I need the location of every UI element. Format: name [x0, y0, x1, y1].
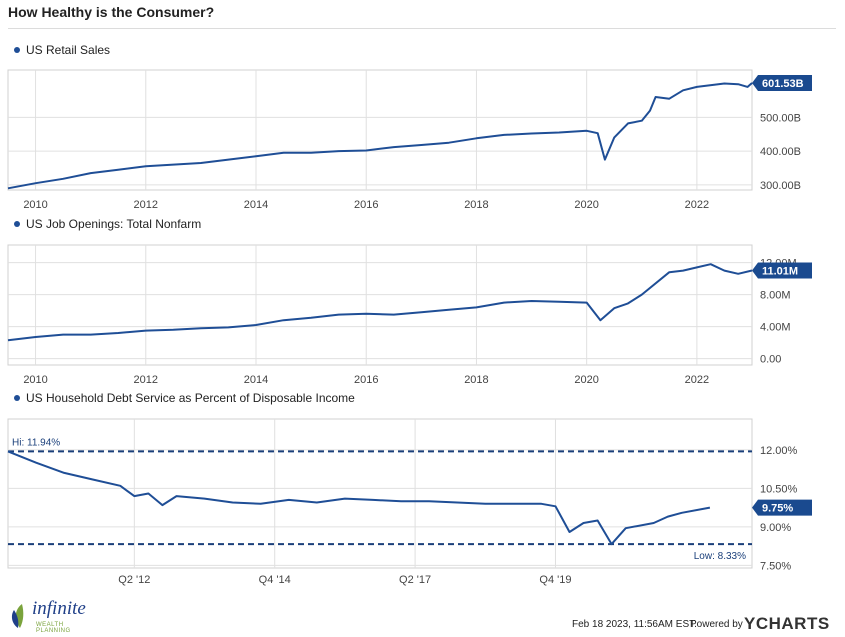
y-tick-label: 400.00B — [760, 146, 801, 158]
x-tick-label: 2014 — [244, 199, 268, 211]
plot-area-border — [7, 418, 753, 569]
x-tick-label: 2010 — [23, 374, 47, 386]
last-value-badge-bg — [752, 499, 812, 516]
logo-subtitle: WEALTH PLANNING — [36, 622, 71, 634]
last-value-label: 11.01M — [762, 266, 798, 278]
legend-dot — [14, 395, 20, 401]
last-value-badge: 601.53B — [752, 75, 812, 92]
infinite-logo[interactable]: infinite WEALTH PLANNING — [8, 598, 98, 634]
legend-job-openings[interactable]: US Job Openings: Total Nonfarm — [14, 217, 201, 231]
legend-dot — [14, 221, 20, 227]
x-tick-label: Q4 '19 — [539, 574, 571, 586]
x-tick-label: 2020 — [574, 374, 598, 386]
x-tick-label: 2016 — [354, 374, 378, 386]
x-tick-label: Q2 '12 — [118, 574, 150, 586]
last-value-label: 9.75% — [762, 503, 793, 515]
powered-by-label: Powered by — [690, 619, 743, 630]
plot-area-border — [7, 244, 753, 366]
series-line — [7, 82, 753, 190]
logo-name: infinite — [32, 598, 86, 619]
x-tick-label: Q2 '17 — [399, 574, 431, 586]
x-tick-label: Q4 '14 — [259, 574, 291, 586]
x-tick-label: 2020 — [574, 199, 598, 211]
legend-debt-service[interactable]: US Household Debt Service as Percent of … — [14, 391, 355, 405]
series-line — [7, 450, 711, 546]
title-divider — [8, 28, 836, 29]
hi-label: Hi: 11.94% — [12, 437, 60, 448]
x-tick-label: 2010 — [23, 199, 47, 211]
last-value-badge-bg — [752, 262, 812, 279]
x-tick-label: 2018 — [464, 374, 488, 386]
leaf-icon — [11, 604, 24, 628]
x-tick-label: 2014 — [244, 374, 268, 386]
series-line — [7, 263, 753, 342]
last-value-label: 601.53B — [762, 78, 804, 90]
x-tick-label: 2022 — [685, 374, 709, 386]
x-tick-label: 2012 — [134, 374, 158, 386]
low-label: Low: 8.33% — [694, 551, 746, 562]
footer-timestamp: Feb 18 2023, 11:56AM EST. — [572, 619, 697, 630]
y-tick-label: 500.00B — [760, 112, 801, 124]
ycharts-brand[interactable]: YCHARTS — [744, 614, 830, 633]
legend-dot — [14, 47, 20, 53]
x-tick-label: 2012 — [134, 199, 158, 211]
legend-retail-sales[interactable]: US Retail Sales — [14, 43, 110, 57]
x-tick-label: 2018 — [464, 199, 488, 211]
legend-label: US Household Debt Service as Percent of … — [26, 391, 355, 405]
x-tick-label: 2016 — [354, 199, 378, 211]
y-tick-label: 12.00% — [760, 445, 798, 457]
page-title: How Healthy is the Consumer? — [8, 4, 215, 20]
last-value-badge: 11.01M — [752, 262, 812, 279]
y-tick-label: 0.00 — [760, 354, 781, 366]
y-tick-label: 9.00% — [760, 522, 791, 534]
y-tick-label: 7.50% — [760, 560, 791, 572]
plot-area-border — [7, 69, 753, 191]
last-value-badge: 9.75% — [752, 499, 812, 516]
y-tick-label: 300.00B — [760, 180, 801, 192]
y-tick-label: 8.00M — [760, 290, 791, 302]
legend-label: US Retail Sales — [26, 43, 111, 57]
x-tick-label: 2022 — [685, 199, 709, 211]
y-tick-label: 4.00M — [760, 322, 791, 334]
legend-label: US Job Openings: Total Nonfarm — [26, 217, 202, 231]
last-value-badge-bg — [752, 75, 812, 92]
y-tick-label: 10.50% — [760, 483, 798, 495]
